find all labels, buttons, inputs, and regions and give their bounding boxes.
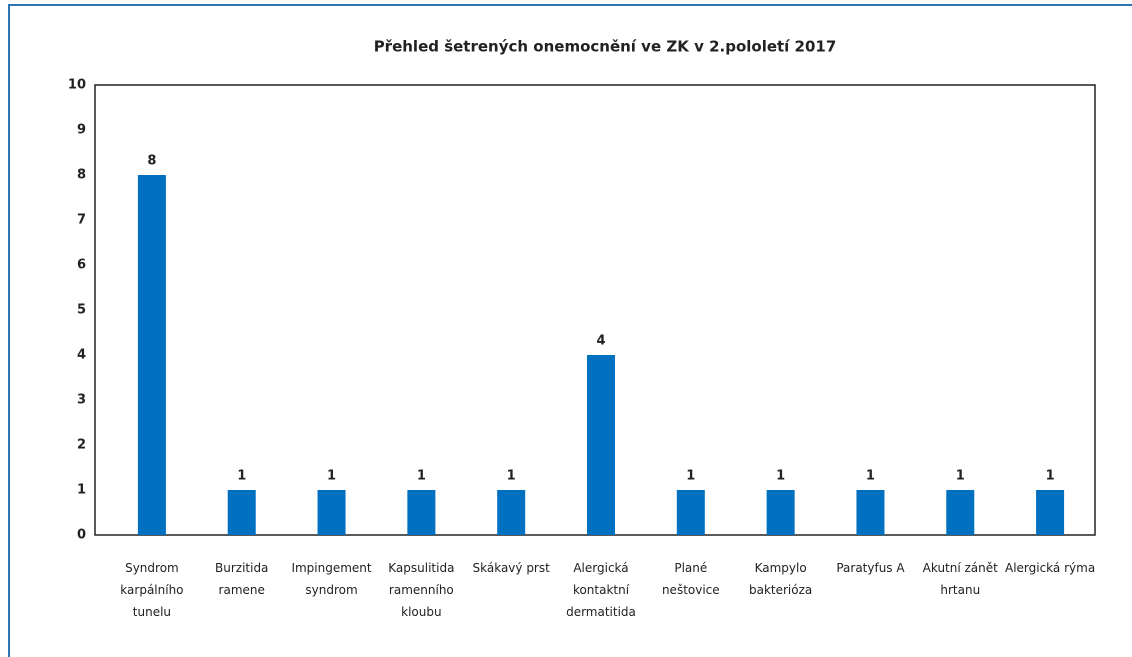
y-tick-label: 4 [77, 348, 86, 363]
bar [317, 490, 346, 535]
x-tick-label: Skákavý prst [472, 561, 550, 575]
value-label: 1 [686, 469, 695, 484]
value-label: 1 [327, 469, 336, 484]
bar [946, 490, 975, 535]
value-label: 1 [866, 469, 875, 484]
bar [587, 355, 615, 535]
value-label: 4 [596, 334, 605, 349]
y-tick-label: 8 [77, 168, 86, 183]
y-tick-label: 6 [77, 258, 86, 273]
bar [676, 490, 705, 535]
x-tick-label: Impingement syndrom [291, 561, 372, 597]
x-tick-label: Syndrom karpálního tunelu [120, 561, 184, 619]
y-tick-label: 0 [77, 528, 86, 543]
value-label: 1 [956, 469, 965, 484]
value-label: 1 [776, 469, 785, 484]
bar [407, 490, 436, 535]
y-tick-label: 1 [77, 483, 86, 498]
x-tick-label: Kapsulitida ramenního kloubu [388, 561, 455, 619]
value-label: 1 [507, 469, 516, 484]
y-tick-label: 7 [77, 213, 86, 228]
bar [1036, 490, 1065, 535]
y-tick-label: 3 [77, 393, 86, 408]
x-tick-label: Akutní zánět hrtanu [922, 561, 998, 597]
y-tick-label: 2 [77, 438, 86, 453]
x-tick-label: Burzitida ramene [215, 561, 269, 597]
y-tick-label: 10 [68, 78, 86, 93]
x-tick-label: Plané neštovice [661, 561, 720, 597]
value-label: 1 [1046, 469, 1055, 484]
value-label: 1 [417, 469, 426, 484]
y-tick-label: 5 [77, 303, 86, 318]
bar [137, 175, 166, 535]
bar [497, 490, 526, 535]
bar [766, 490, 795, 535]
y-tick-label: 9 [77, 123, 86, 138]
bar [227, 490, 256, 535]
x-tick-label: Alergická rýma [1004, 561, 1096, 575]
chart-title: Přehled šetrených onemocnění ve ZK v 2.p… [374, 38, 837, 56]
bar [856, 490, 885, 535]
value-label: 8 [147, 154, 156, 169]
value-label: 1 [237, 469, 246, 484]
x-tick-label: Kampylo bakterióza [748, 561, 813, 597]
x-tick-label: Alergická kontaktní dermatitida [566, 561, 636, 619]
x-tick-label: Paratyfus A [836, 561, 905, 575]
